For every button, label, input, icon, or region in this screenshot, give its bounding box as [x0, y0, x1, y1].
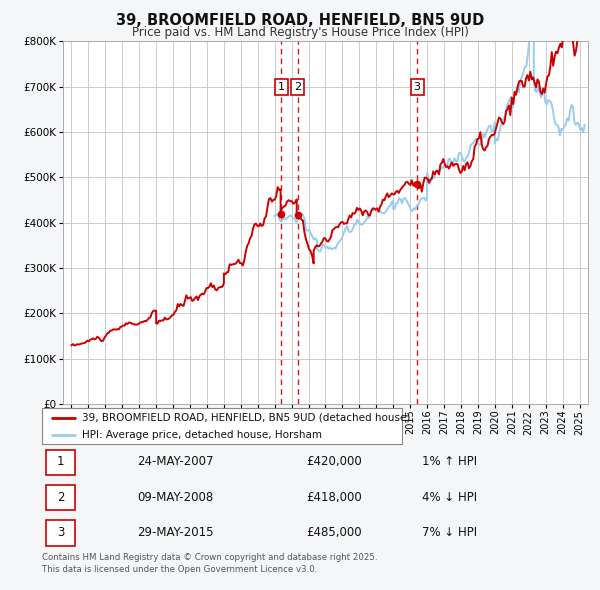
Text: 2: 2 [57, 491, 64, 504]
Text: 1: 1 [278, 81, 285, 91]
Text: 1: 1 [57, 455, 64, 468]
Text: Price paid vs. HM Land Registry's House Price Index (HPI): Price paid vs. HM Land Registry's House … [131, 26, 469, 39]
Text: £418,000: £418,000 [306, 491, 362, 504]
Text: 29-MAY-2015: 29-MAY-2015 [137, 526, 214, 539]
Text: HPI: Average price, detached house, Horsham: HPI: Average price, detached house, Hors… [82, 430, 322, 440]
Text: £485,000: £485,000 [306, 526, 362, 539]
Text: 24-MAY-2007: 24-MAY-2007 [137, 455, 214, 468]
Bar [46, 520, 75, 546]
Text: 4% ↓ HPI: 4% ↓ HPI [422, 491, 477, 504]
Bar [46, 485, 75, 510]
Text: 2: 2 [294, 81, 301, 91]
Text: 39, BROOMFIELD ROAD, HENFIELD, BN5 9UD: 39, BROOMFIELD ROAD, HENFIELD, BN5 9UD [116, 13, 484, 28]
Text: 09-MAY-2008: 09-MAY-2008 [137, 491, 213, 504]
Text: 3: 3 [57, 526, 64, 539]
Text: 1% ↑ HPI: 1% ↑ HPI [422, 455, 477, 468]
Text: 3: 3 [413, 81, 421, 91]
Text: 39, BROOMFIELD ROAD, HENFIELD, BN5 9UD (detached house): 39, BROOMFIELD ROAD, HENFIELD, BN5 9UD (… [82, 412, 410, 422]
Text: Contains HM Land Registry data © Crown copyright and database right 2025.
This d: Contains HM Land Registry data © Crown c… [42, 553, 377, 574]
Text: £420,000: £420,000 [306, 455, 362, 468]
Bar [46, 450, 75, 475]
Text: 7% ↓ HPI: 7% ↓ HPI [422, 526, 477, 539]
